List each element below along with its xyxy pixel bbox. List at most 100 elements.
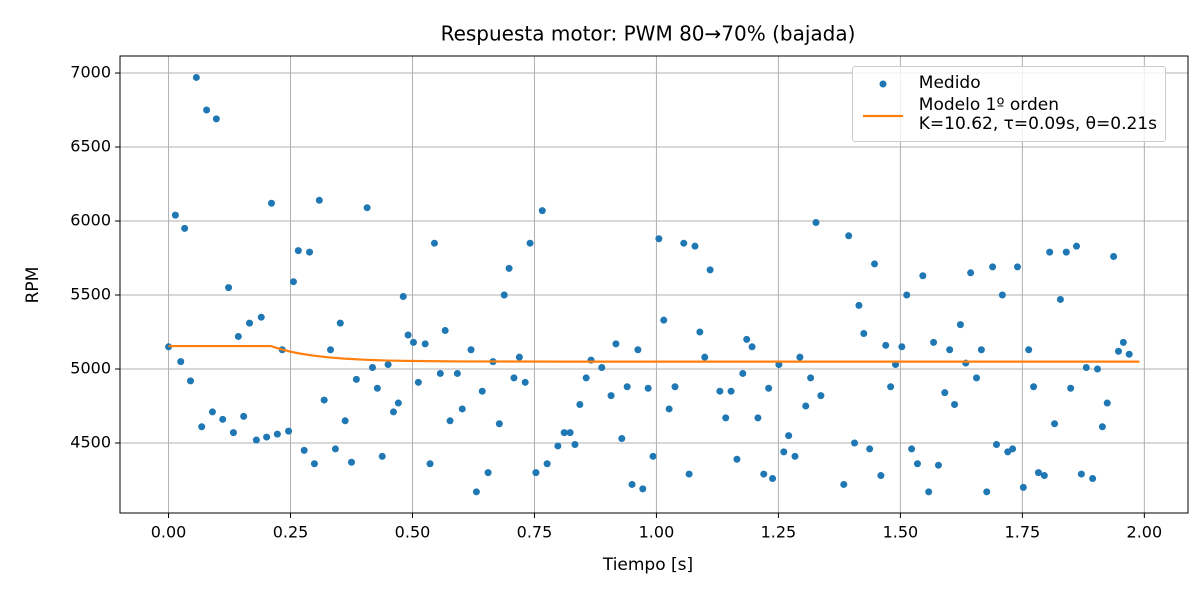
- data-point: [515, 353, 523, 361]
- data-point: [903, 291, 911, 299]
- data-point: [436, 369, 444, 377]
- data-point: [368, 364, 376, 372]
- data-point: [1019, 483, 1027, 491]
- data-point: [946, 346, 954, 354]
- data-point: [634, 346, 642, 354]
- data-point: [320, 396, 328, 404]
- data-point: [478, 387, 486, 395]
- data-point: [866, 445, 874, 453]
- y-tick-label: 6000: [70, 211, 111, 230]
- data-point: [791, 452, 799, 460]
- data-point: [426, 460, 434, 468]
- legend-entry: Medido: [861, 74, 1157, 93]
- data-point: [352, 375, 360, 383]
- data-point: [908, 445, 916, 453]
- data-point: [967, 269, 975, 277]
- data-point: [404, 331, 412, 339]
- legend: Medido Modelo 1º orden K=10.62, τ=0.09s, …: [851, 66, 1166, 142]
- data-point: [1119, 338, 1127, 346]
- data-point: [754, 414, 762, 422]
- data-point: [341, 417, 349, 425]
- data-point: [860, 329, 868, 337]
- data-point: [665, 405, 673, 413]
- data-point: [930, 338, 938, 346]
- data-point: [1114, 347, 1122, 355]
- data-point: [571, 440, 579, 448]
- data-point: [817, 392, 825, 400]
- data-point: [336, 319, 344, 327]
- data-point: [628, 480, 636, 488]
- data-point: [1089, 475, 1097, 483]
- data-point: [840, 480, 848, 488]
- y-tick-label: 5500: [70, 285, 111, 304]
- data-point: [543, 460, 551, 468]
- data-point: [421, 340, 429, 348]
- data-point: [706, 266, 714, 274]
- plot-frame: [119, 55, 1189, 514]
- data-point: [998, 291, 1006, 299]
- data-point: [775, 361, 783, 369]
- data-point: [1025, 346, 1033, 354]
- data-point: [399, 292, 407, 300]
- data-point: [187, 377, 195, 385]
- x-axis-label: Tiempo [s]: [602, 555, 693, 575]
- data-point: [409, 338, 417, 346]
- data-point: [373, 384, 381, 392]
- data-point: [1040, 472, 1048, 480]
- data-point: [977, 346, 985, 354]
- data-point: [363, 204, 371, 212]
- model-line: [168, 344, 1140, 363]
- data-point: [1030, 383, 1038, 391]
- data-point: [696, 328, 704, 336]
- data-point: [993, 440, 1001, 448]
- data-point: [257, 313, 265, 321]
- data-point: [310, 460, 318, 468]
- data-point: [727, 387, 735, 395]
- data-point: [484, 469, 492, 477]
- data-point: [1098, 423, 1106, 431]
- data-point: [538, 207, 546, 215]
- data-point: [505, 264, 513, 272]
- data-point: [554, 442, 562, 450]
- data-point: [655, 235, 663, 243]
- x-tick-label: 1.25: [761, 523, 797, 542]
- data-point: [607, 392, 615, 400]
- data-point: [871, 260, 879, 268]
- y-tick-label: 5000: [70, 359, 111, 378]
- data-point: [769, 475, 777, 483]
- x-tick-label: 2.00: [1127, 523, 1163, 542]
- data-point: [983, 488, 991, 496]
- data-point: [219, 415, 227, 423]
- data-point: [1067, 384, 1075, 392]
- data-point: [315, 196, 323, 204]
- data-point: [618, 435, 626, 443]
- data-point: [660, 316, 668, 324]
- x-tick-label: 1.75: [1005, 523, 1041, 542]
- legend-swatch: [879, 80, 887, 88]
- data-point: [598, 364, 606, 372]
- data-point: [560, 429, 568, 437]
- data-point: [208, 408, 216, 416]
- data-point: [685, 470, 693, 478]
- data-point: [263, 433, 271, 441]
- y-tick-label: 7000: [70, 63, 111, 82]
- data-point: [701, 353, 709, 361]
- data-point: [623, 383, 631, 391]
- data-point: [1073, 242, 1081, 250]
- data-point: [951, 401, 959, 409]
- data-point: [1056, 295, 1064, 303]
- data-point: [510, 374, 518, 382]
- data-point: [1034, 469, 1042, 477]
- data-point: [913, 460, 921, 468]
- data-point: [1110, 253, 1118, 261]
- x-tick-label: 1.50: [883, 523, 919, 542]
- data-point: [192, 73, 200, 81]
- data-point: [845, 232, 853, 240]
- data-point: [989, 263, 997, 271]
- x-tick-label: 1.00: [639, 523, 675, 542]
- data-point: [181, 224, 189, 232]
- data-point: [733, 455, 741, 463]
- data-point: [760, 470, 768, 478]
- data-point: [225, 284, 233, 292]
